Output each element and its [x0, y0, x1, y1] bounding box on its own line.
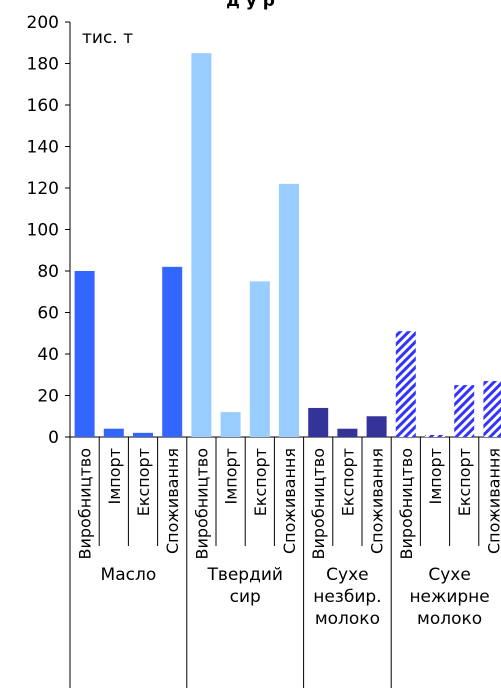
group-label: молоко — [417, 609, 482, 629]
bar — [483, 380, 501, 437]
bar-label: Імпорт — [105, 448, 124, 505]
group-label: молоко — [315, 609, 380, 629]
bar — [220, 412, 241, 437]
bar — [395, 331, 416, 437]
axes: 0 20 40 60 80 100 120 140 160 180 200 тис. т — [27, 13, 501, 688]
bar-label: Імпорт — [426, 448, 445, 505]
bar — [74, 271, 95, 437]
bar — [366, 416, 387, 437]
y-tick-label: 140 — [27, 138, 59, 158]
bar — [162, 266, 183, 437]
y-axis-label: тис. т — [82, 28, 133, 48]
y-tick-label: 160 — [27, 96, 59, 116]
bar-label: Споживання — [280, 448, 299, 554]
bar — [454, 385, 475, 437]
bar — [279, 183, 299, 437]
bar — [103, 428, 124, 437]
group-label: Твердий — [206, 565, 283, 585]
y-tick-label: 80 — [37, 262, 59, 282]
bar-label: Виробництво — [397, 448, 416, 559]
bars — [74, 53, 501, 437]
bar-label: Виробництво — [76, 448, 95, 559]
bar — [133, 432, 153, 437]
bar-label: Імпорт — [222, 448, 241, 505]
bar — [425, 434, 445, 437]
y-tick-label: 20 — [37, 387, 59, 407]
group-label: Масло — [101, 565, 157, 585]
y-tick-label: 0 — [48, 428, 59, 448]
bar-label: Виробництво — [309, 448, 328, 559]
group-label: нежирне — [409, 587, 489, 607]
bar-label: Виробництво — [192, 448, 211, 559]
bar — [191, 53, 212, 437]
y-tick-label: 180 — [27, 55, 59, 75]
category-labels: Виробництво Імпорт Експорт Споживання Масло В… — [76, 448, 501, 629]
bar-label: Експорт — [338, 448, 357, 516]
y-tick-label: 60 — [37, 304, 59, 324]
group-label: Сухе — [326, 565, 368, 585]
group-label: сир — [230, 587, 261, 607]
y-tick-label: 200 — [27, 13, 59, 33]
group-label: незбир. — [313, 587, 381, 607]
group-label: Сухе — [428, 565, 470, 585]
bar-label: Експорт — [251, 448, 270, 516]
bar — [249, 281, 270, 437]
bar-label: Споживання — [368, 448, 387, 554]
y-tick-label: 40 — [37, 345, 59, 365]
y-tick-label: 100 — [27, 221, 59, 241]
y-tick-label: 120 — [27, 179, 59, 199]
bar-label: Споживання — [484, 448, 501, 554]
bar — [308, 407, 329, 437]
bar-label: Експорт — [134, 448, 153, 516]
bar-label: Споживання — [163, 448, 182, 554]
chart-title: д у р — [226, 0, 275, 11]
bar-label: Експорт — [455, 448, 474, 516]
bar — [337, 428, 358, 437]
